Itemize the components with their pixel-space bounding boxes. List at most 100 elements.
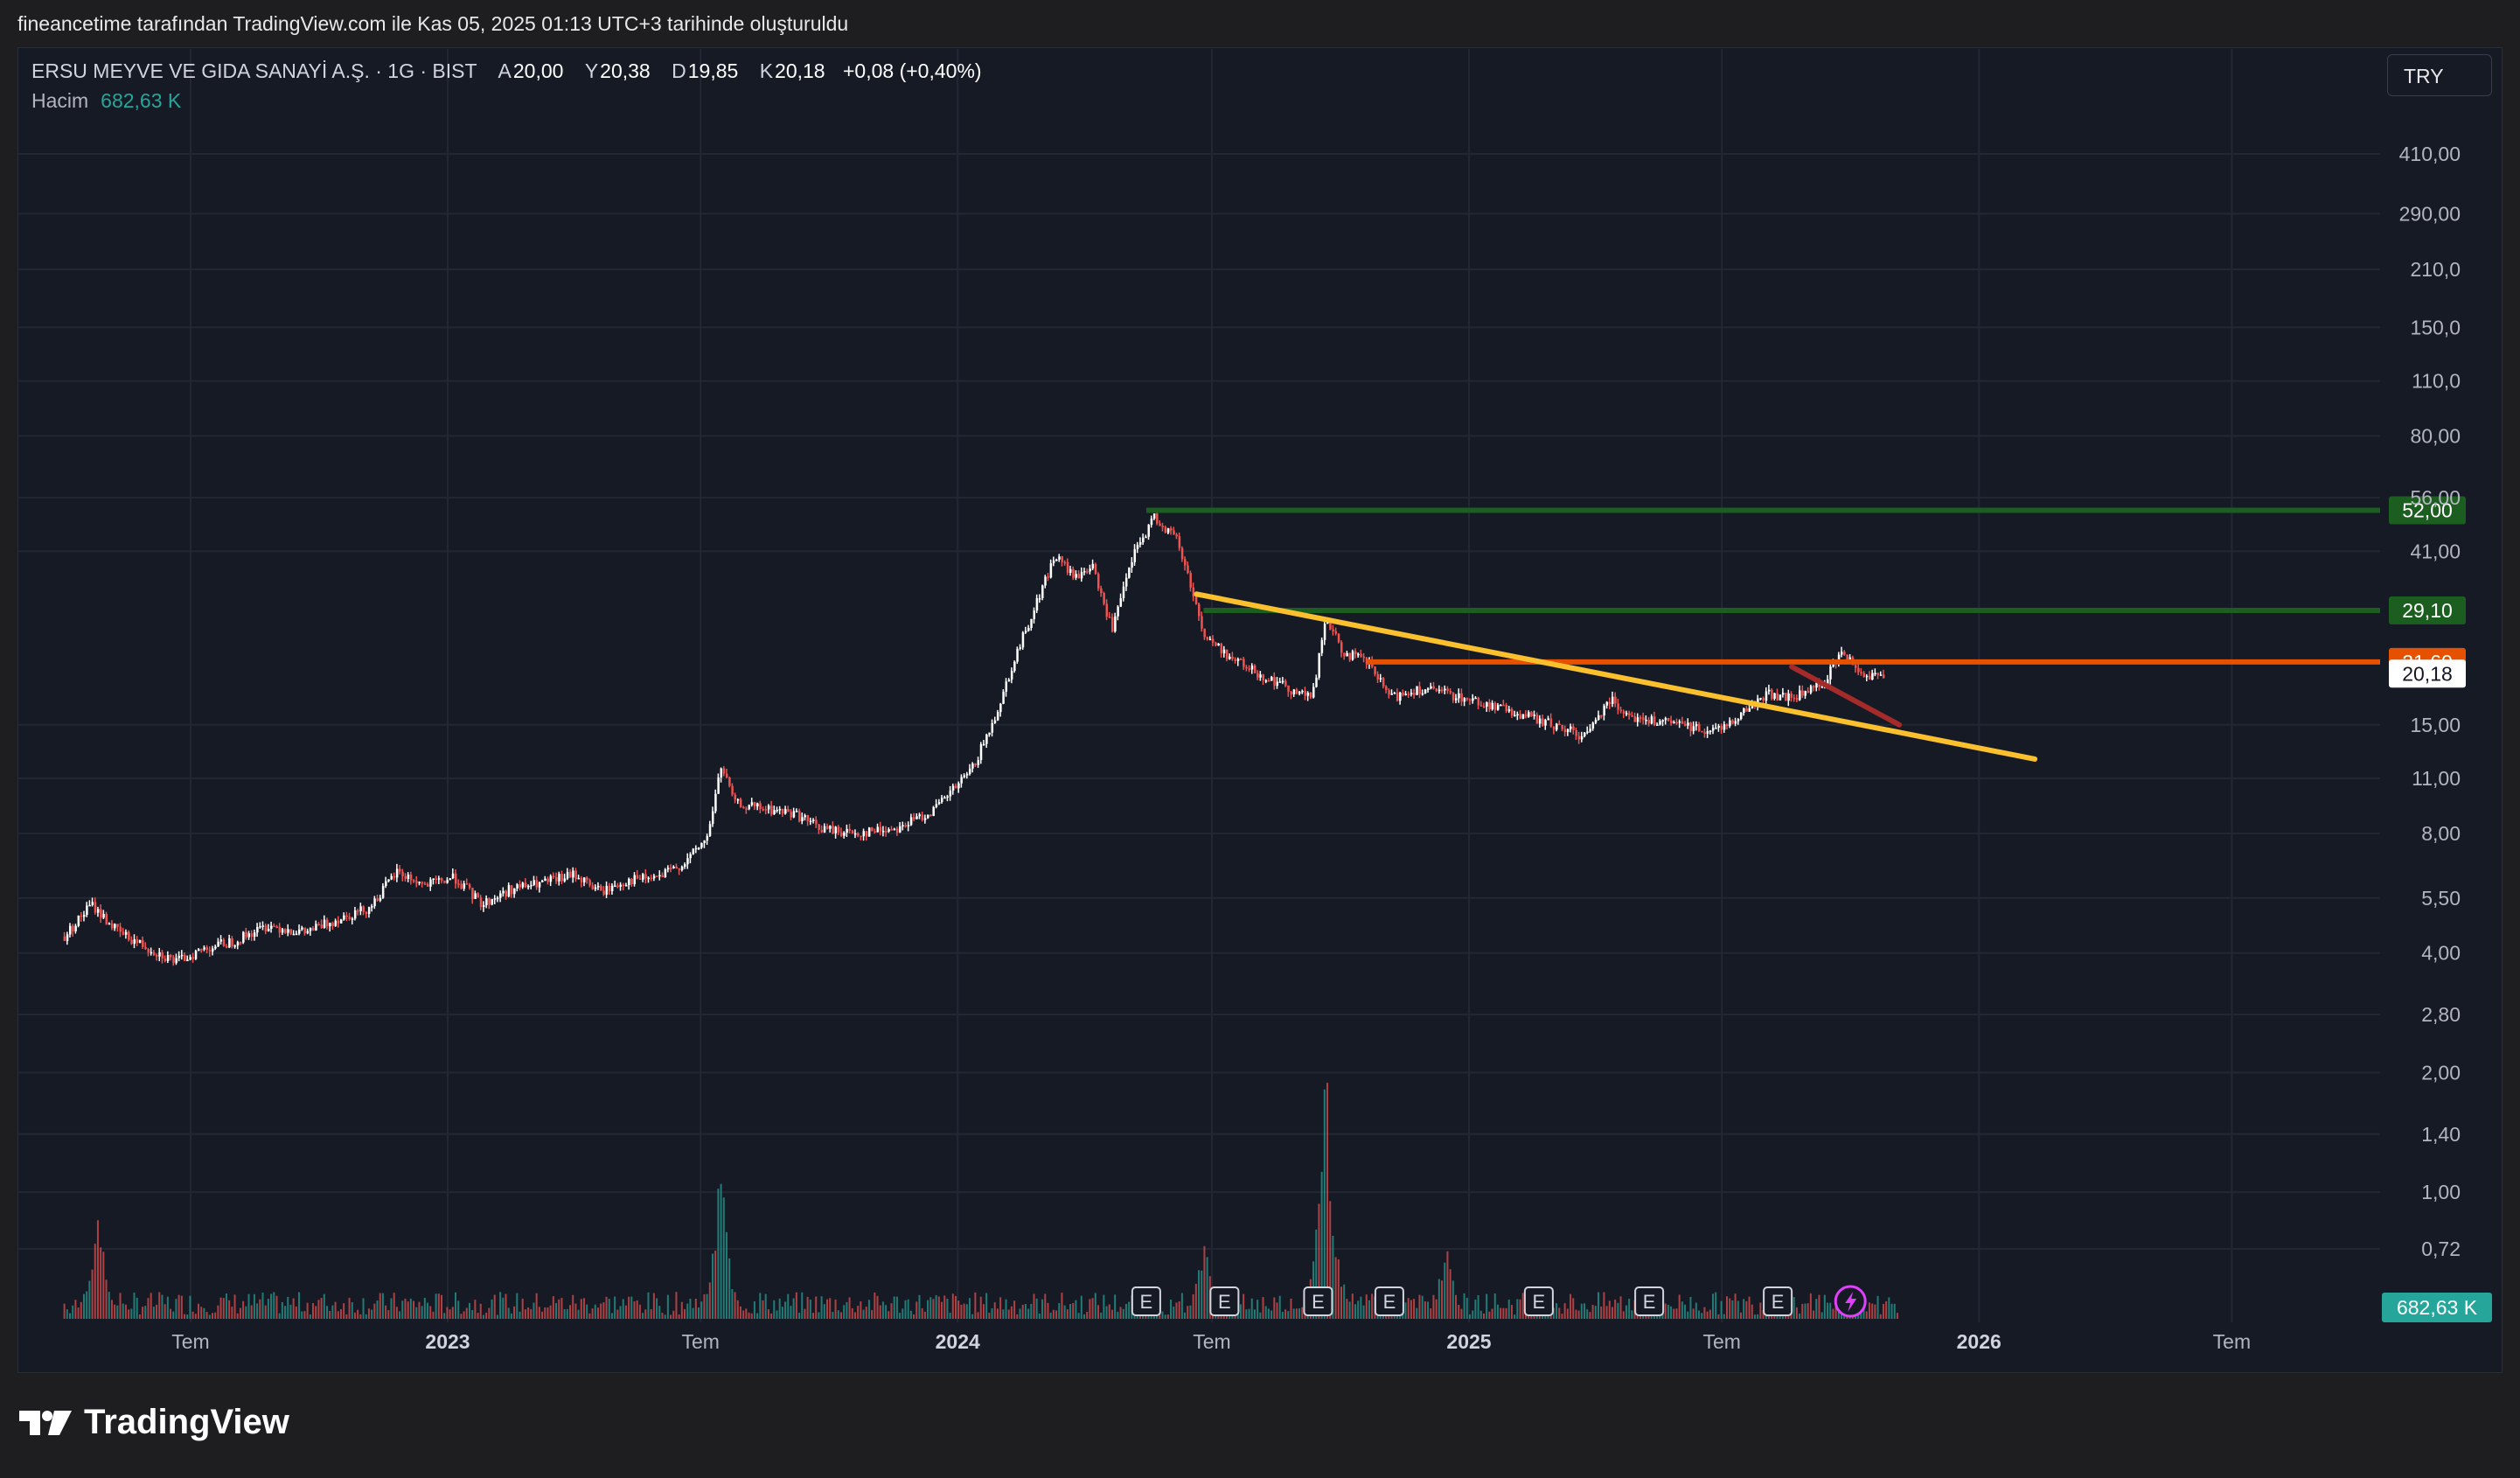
- candle-body: [1876, 673, 1880, 675]
- volume-bar: [1010, 1306, 1013, 1319]
- candle-body: [1131, 561, 1133, 568]
- candle-body: [753, 802, 756, 807]
- candle-body: [1105, 603, 1109, 617]
- volume-bar: [770, 1313, 773, 1319]
- volume-bar: [337, 1311, 339, 1319]
- volume-bar: [1187, 1306, 1189, 1319]
- candle-body: [1566, 729, 1570, 733]
- volume-bar: [946, 1299, 949, 1319]
- candle-body: [1533, 715, 1535, 716]
- volume-bar: [1496, 1304, 1499, 1319]
- volume-bar: [1170, 1299, 1173, 1319]
- candle-body: [1222, 649, 1226, 654]
- volume-bar: [1418, 1294, 1421, 1319]
- chart-frame[interactable]: [17, 47, 2503, 1373]
- volume-bar: [371, 1309, 373, 1319]
- volume-bar: [784, 1301, 787, 1319]
- candle-body: [1488, 701, 1491, 710]
- candle-body: [465, 883, 469, 885]
- volume-bar: [203, 1307, 205, 1319]
- candle-body: [988, 732, 991, 736]
- candle-body: [1072, 568, 1075, 578]
- volume-bar: [1706, 1311, 1709, 1319]
- symbol-name[interactable]: ERSU MEYVE VE GIDA SANAYİ A.Ş. · 1G · BI…: [31, 59, 477, 82]
- volume-bar: [1888, 1297, 1890, 1319]
- volume-bar: [535, 1293, 538, 1319]
- candle-body: [932, 806, 935, 817]
- volume-bar: [1611, 1307, 1613, 1319]
- candle-body: [795, 811, 798, 812]
- candle-body: [1259, 674, 1262, 678]
- candle-body: [505, 890, 508, 897]
- volume-bar: [348, 1298, 351, 1319]
- candle-body: [513, 888, 516, 895]
- volume-bar: [362, 1298, 365, 1319]
- volume-bar: [68, 1313, 71, 1319]
- volume-bar: [1035, 1298, 1038, 1319]
- candle-body: [449, 878, 452, 881]
- candle-body: [1080, 572, 1083, 579]
- volume-bar: [670, 1314, 672, 1319]
- candle-body: [909, 817, 913, 826]
- volume-bar: [566, 1308, 568, 1319]
- volume-bar: [1570, 1293, 1572, 1319]
- volume-bar: [1404, 1302, 1407, 1319]
- candle-body: [1166, 528, 1170, 533]
- candle-body: [1103, 593, 1105, 604]
- candle-body: [888, 829, 890, 832]
- candle-body: [893, 828, 896, 831]
- volume-bar: [1348, 1301, 1351, 1319]
- volume-bar: [437, 1293, 440, 1319]
- candle-body: [1500, 704, 1502, 707]
- volume-bar: [949, 1312, 951, 1319]
- candle-body: [219, 939, 223, 942]
- volume-bar: [790, 1306, 792, 1319]
- candle-body: [1038, 597, 1041, 600]
- candle-body: [306, 931, 310, 934]
- volume-bar: [1809, 1293, 1812, 1319]
- candle-body: [1795, 697, 1799, 701]
- candle-body: [390, 875, 393, 880]
- volume-bar: [1748, 1296, 1751, 1319]
- volume-bar: [1007, 1309, 1010, 1319]
- volume-bar: [1667, 1304, 1669, 1319]
- candle-body: [477, 893, 480, 898]
- candle-body: [152, 952, 156, 956]
- candle-body: [1636, 717, 1639, 722]
- volume-bar: [717, 1189, 720, 1319]
- volume-bar: [278, 1313, 281, 1319]
- volume-bar: [463, 1311, 465, 1319]
- volume-bar: [666, 1294, 669, 1319]
- volume-bar: [1343, 1284, 1346, 1319]
- volume-bar: [94, 1244, 96, 1319]
- volume-bar: [345, 1314, 348, 1319]
- volume-bar: [1580, 1303, 1583, 1319]
- volume-bar: [982, 1304, 985, 1319]
- volume-bar: [993, 1302, 996, 1319]
- candle-body: [706, 835, 709, 841]
- candle-body: [1597, 715, 1600, 720]
- candle-body: [331, 923, 334, 926]
- currency-button[interactable]: TRY: [2387, 54, 2492, 96]
- candle-body: [164, 959, 167, 961]
- volume-bar: [1614, 1299, 1617, 1319]
- candle-body: [1857, 667, 1860, 673]
- candle-body: [672, 866, 675, 868]
- volume-bar: [1432, 1294, 1435, 1319]
- volume-label: Hacim: [31, 89, 89, 112]
- candle-body: [357, 910, 359, 912]
- volume-bar: [1421, 1295, 1424, 1319]
- volume-bar: [211, 1313, 213, 1319]
- volume-bar: [228, 1300, 231, 1319]
- candle-body: [1552, 726, 1556, 730]
- candle-body: [684, 864, 686, 867]
- volume-bar: [879, 1305, 881, 1319]
- candle-body: [963, 775, 966, 777]
- candle-body: [1030, 618, 1033, 628]
- volume-bar: [1173, 1306, 1175, 1319]
- candle-body: [1653, 716, 1656, 726]
- candle-body: [700, 843, 703, 848]
- candle-body: [205, 947, 209, 951]
- candle-body: [582, 877, 586, 882]
